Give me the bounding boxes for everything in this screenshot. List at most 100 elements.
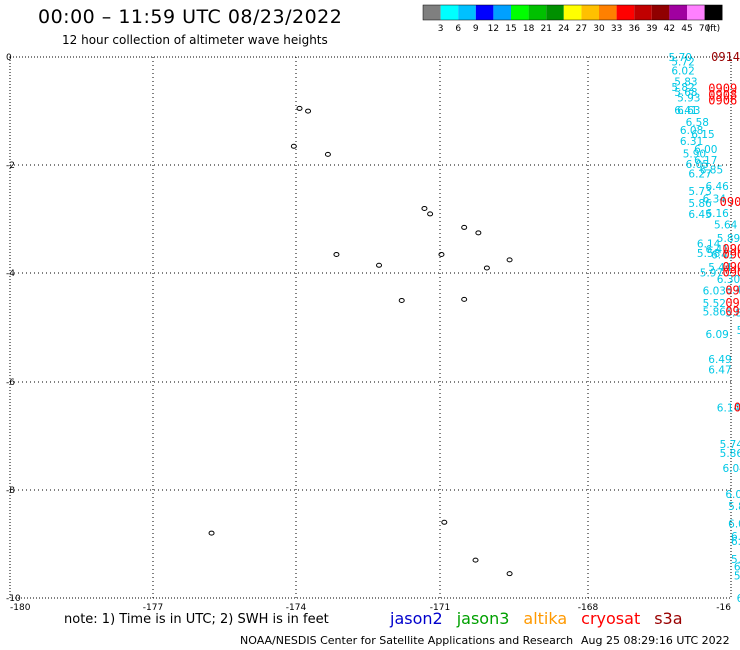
swh-value-label: 6.21 xyxy=(734,562,740,574)
pass-time-label: 0909 xyxy=(708,81,737,95)
color-swatch xyxy=(651,5,670,20)
island-outline xyxy=(483,265,490,271)
color-scale-label: 30 xyxy=(593,24,605,34)
island-outline xyxy=(376,262,383,268)
swh-value-label: 5.58 xyxy=(697,248,720,260)
swh-value-label: 6.41 xyxy=(711,249,734,261)
page-subtitle: 12 hour collection of altimeter wave hei… xyxy=(62,33,328,47)
satellite-altika: altika xyxy=(523,609,568,628)
color-swatch xyxy=(669,5,687,20)
island-outline xyxy=(506,257,513,263)
satellite-legend: jason2 jason3 altika cryosat s3a xyxy=(390,609,697,628)
color-scale-label: 27 xyxy=(576,24,587,34)
satellite-cryosat: cryosat xyxy=(581,609,641,628)
swh-value-label: 6.40 xyxy=(725,285,740,297)
swh-value-label: 6.34 xyxy=(703,194,727,206)
color-scale-label: 3 xyxy=(438,24,444,34)
island-outline xyxy=(421,205,428,211)
swh-value-label: 6.41 xyxy=(674,105,697,117)
x-tick-label: -168 xyxy=(578,603,599,612)
swh-value-label: 5.86 xyxy=(688,198,712,210)
pass-time-label: 0906 xyxy=(708,93,737,107)
pass-time-label: 0907 xyxy=(725,304,740,318)
swh-value-label: 5.66 xyxy=(731,554,740,566)
swh-value-label: 5.68 xyxy=(674,87,697,99)
swh-value-label: 6.15 xyxy=(691,129,714,141)
color-swatch xyxy=(704,5,723,20)
x-tick-label: -174 xyxy=(286,603,307,612)
swh-value-label: 6.34 xyxy=(731,536,740,548)
x-tick-label: -16 xyxy=(716,603,731,612)
color-scale-label: 45 xyxy=(681,24,692,34)
color-swatch xyxy=(511,5,529,20)
y-tick-label: -6 xyxy=(6,378,15,388)
swh-value-label: 6.04 xyxy=(722,463,740,475)
color-swatch xyxy=(599,5,617,20)
color-scale-label: 42 xyxy=(664,24,675,34)
color-scale-label: 12 xyxy=(488,24,499,34)
y-tick-label: 0 xyxy=(6,53,12,63)
y-tick-label: -4 xyxy=(6,269,15,279)
swh-value-label: 5.64 xyxy=(714,220,738,232)
swh-value-label: 6.00 xyxy=(694,144,717,156)
swh-value-label: 5.89 xyxy=(717,233,740,245)
swh-value-label: 5.74 xyxy=(720,439,740,451)
swh-value-label: 6.53 xyxy=(731,531,740,543)
island-outline xyxy=(324,151,331,157)
y-tick-label: -10 xyxy=(6,594,21,604)
x-tick-label: -180 xyxy=(10,603,31,612)
color-swatch xyxy=(563,5,582,20)
swh-value-label: 6.31 xyxy=(680,136,703,148)
map-frame xyxy=(9,56,732,599)
swh-value-label: 6.16 xyxy=(705,208,729,220)
satellite-s3a: s3a xyxy=(654,609,683,628)
color-swatch xyxy=(546,5,564,20)
island-outline xyxy=(461,224,468,230)
pass-time-label: 0908 xyxy=(725,284,740,298)
satellite-jason2: jason2 xyxy=(390,609,443,628)
color-scale-label: 33 xyxy=(611,24,622,34)
island-outline xyxy=(305,108,312,114)
color-scale-unit: (ft) xyxy=(707,24,721,34)
swh-value-label: 6.85 xyxy=(700,165,723,177)
island-outline xyxy=(506,571,513,577)
swh-value-label: 6.58 xyxy=(686,117,709,129)
island-outline xyxy=(461,296,468,302)
island-outline xyxy=(290,143,297,149)
island-outline xyxy=(438,251,445,257)
swh-value-label: 6.27 xyxy=(688,168,711,180)
color-scale-label: 24 xyxy=(558,24,570,34)
swh-value-label: 6.00 xyxy=(728,518,740,530)
pass-time-label: 0908 xyxy=(720,195,740,209)
island-outline xyxy=(441,519,448,525)
color-scale-legend: 3 6 9 12 15 18 21 24 27 30 33 36 39 42 45 70(ft) xyxy=(422,4,723,34)
swh-value-label: 5.90 xyxy=(683,148,706,160)
y-tick-label: -2 xyxy=(6,161,15,171)
swh-value-label: 5.43 xyxy=(737,325,740,337)
swh-value-label: 6.08 xyxy=(680,125,703,137)
swh-value-label: 6.45 xyxy=(688,209,711,221)
color-scale-label: 18 xyxy=(523,24,535,34)
pass-time-label: 0914 xyxy=(711,50,740,64)
wave-height-map: -180 -177 -174 -171 -168 -160-2-4-6-8-105.705… xyxy=(6,50,740,612)
generated-timestamp: Aug 25 08:29:16 UTC 2022 xyxy=(581,634,730,647)
swh-value-label: 5.86 xyxy=(703,306,727,318)
page-title: 00:00 – 11:59 UTC 08/23/2022 xyxy=(38,6,343,28)
swh-value-label: 5.97 xyxy=(700,267,723,279)
swh-value-label: 6.46 xyxy=(705,181,729,193)
color-swatch xyxy=(475,5,494,20)
swh-value-label: 5.70 xyxy=(669,52,692,64)
island-outline xyxy=(208,530,215,536)
swh-value-label: 6.02 xyxy=(671,66,694,78)
x-tick-label: -171 xyxy=(430,603,450,612)
color-scale-label: 36 xyxy=(628,24,640,34)
swh-value-label: 6.49 xyxy=(708,354,731,366)
swh-value-label: 5.86 xyxy=(720,448,740,460)
credit-line: NOAA/NESDIS Center for Satellite Applica… xyxy=(240,634,574,647)
pass-time-label: 0907 xyxy=(725,296,740,310)
color-swatch xyxy=(634,5,652,20)
swh-value-label: 6.02 xyxy=(725,489,740,501)
color-scale-label: 70 xyxy=(699,24,711,34)
swh-value-label: 5.82 xyxy=(728,501,740,513)
swh-value-label: 6.00 xyxy=(737,593,740,605)
